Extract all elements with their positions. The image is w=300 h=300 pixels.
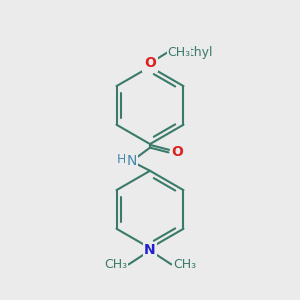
Text: H: H — [117, 153, 126, 166]
Text: O: O — [171, 146, 183, 159]
Text: CH₃: CH₃ — [173, 258, 196, 271]
Text: methyl: methyl — [169, 46, 213, 59]
Text: N: N — [126, 154, 137, 168]
Text: N: N — [144, 244, 156, 257]
Text: CH₃: CH₃ — [104, 258, 127, 271]
Text: O: O — [144, 56, 156, 70]
Text: CH₃: CH₃ — [167, 46, 190, 59]
